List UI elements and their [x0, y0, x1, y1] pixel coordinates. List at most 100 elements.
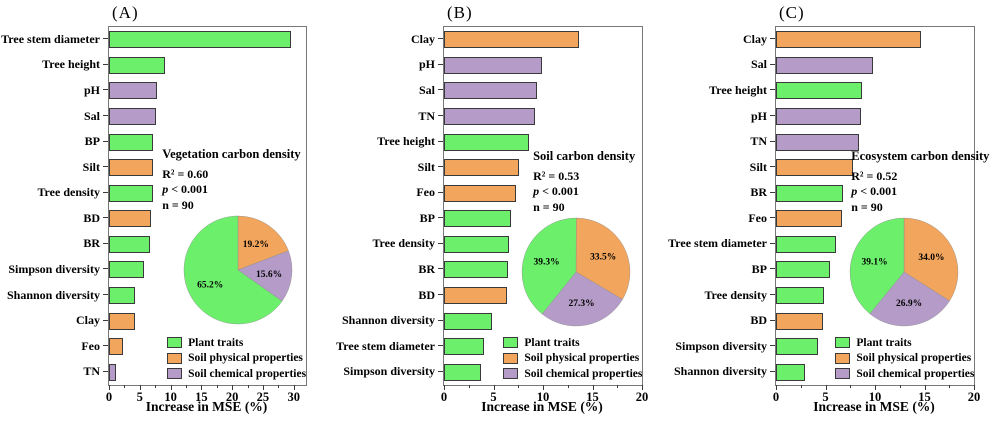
y-tick: [103, 89, 108, 91]
panel-b-p-value-text: p < 0.001: [533, 184, 579, 199]
panel-c: (C) Clay Sal Tree height pH TN Silt BR Feo Tree …: [667, 0, 1000, 421]
x-tick-major: [493, 385, 495, 390]
pie-svg: 19.2% 15.6% 65.2%: [183, 216, 293, 325]
bar: [109, 312, 135, 330]
x-tick-minor: [899, 385, 901, 388]
y-axis-label: Clay: [411, 31, 435, 46]
pie-slice: [849, 218, 904, 315]
x-tick-minor: [216, 385, 218, 388]
legend-label: Soil physical properties: [856, 352, 972, 365]
panel-b-x-axis-title: Increase in MSE (%): [481, 399, 603, 414]
bar: [444, 210, 511, 228]
bar: [776, 108, 861, 125]
bar: [444, 82, 537, 100]
y-axis-label: Feo: [81, 338, 100, 353]
panel-a-plot-area: Vegetation carbon density R² = 0.60 p < …: [106, 26, 307, 404]
bar: [109, 338, 123, 356]
y-axis-label: Clay: [743, 31, 767, 46]
x-tick-minor: [278, 385, 280, 388]
bar: [109, 235, 150, 253]
plant-swatch: [835, 337, 851, 349]
y-tick: [770, 166, 775, 168]
y-axis-label: BD: [418, 287, 435, 302]
y-axis-label: Tree height: [709, 82, 767, 97]
panel-b: (B) Clay pH Sal TN Tree height Silt Feo BP Tree …: [333, 0, 666, 421]
y-axis-label: Tree stem diameter: [336, 338, 435, 353]
bar: [109, 261, 144, 279]
y-tick: [438, 319, 443, 321]
bar: [776, 184, 843, 202]
pie-slice-label: 27.3%: [568, 299, 594, 309]
panel-a-sample-size-text: n = 90: [162, 197, 194, 212]
y-axis-label: Simpson diversity: [8, 261, 100, 276]
x-tick-label: 5: [822, 390, 829, 404]
y-axis-label: Clay: [76, 313, 100, 328]
x-tick-major: [232, 385, 234, 390]
x-tick-label: 20: [967, 390, 981, 404]
y-axis-label: pH: [750, 108, 767, 123]
bar: [776, 363, 805, 381]
bar: [776, 312, 823, 330]
legend-row: Plant traits: [167, 335, 306, 351]
y-tick: [770, 242, 775, 244]
y-axis-label: Sal: [83, 108, 100, 123]
panel-c-inset-title: Ecosystem carbon density: [851, 148, 990, 163]
pie-slice-label: 39.1%: [861, 258, 887, 268]
bar: [109, 108, 156, 125]
x-tick-label: 0: [440, 390, 448, 404]
pie-slice: [237, 216, 289, 271]
y-axis-label: BP: [419, 210, 435, 225]
y-axis-label: TN: [83, 364, 100, 379]
legend-row: Soil chemical properties: [503, 366, 642, 382]
y-axis-label: BR: [83, 236, 100, 251]
x-tick-minor: [468, 385, 470, 388]
pie-slice-label: 15.6%: [256, 270, 282, 280]
y-axis-label: Tree density: [704, 287, 767, 302]
legend-row: Soil physical properties: [835, 350, 974, 366]
x-tick-label: 5: [136, 390, 143, 404]
y-axis-label: Shannon diversity: [673, 364, 767, 379]
y-tick: [103, 370, 108, 372]
panel-a-pie-chart: 19.2% 15.6% 65.2%: [183, 215, 293, 325]
pie-slice-label: 34.0%: [918, 253, 944, 263]
y-tick: [438, 370, 443, 372]
y-tick: [438, 345, 443, 347]
panel-c-inset-stats: Ecosystem carbon density R² = 0.52 p < 0…: [851, 149, 989, 216]
pie-slice: [575, 218, 630, 300]
y-tick: [438, 217, 443, 219]
soil_chemical-swatch: [835, 368, 851, 380]
bar: [444, 31, 579, 49]
y-tick: [103, 140, 108, 142]
y-axis-label: BR: [750, 185, 767, 200]
bar: [109, 184, 153, 202]
x-tick-major: [293, 385, 295, 390]
y-axis-label: Feo: [748, 210, 767, 225]
y-tick: [103, 345, 108, 347]
y-tick: [438, 63, 443, 65]
bar: [109, 82, 157, 100]
legend-row: Soil chemical properties: [835, 366, 974, 382]
y-tick: [103, 166, 108, 168]
y-axis-label: pH: [418, 57, 435, 72]
soil_chemical-swatch: [503, 368, 519, 380]
y-axis-label: BR: [418, 261, 435, 276]
legend-row: Soil physical properties: [167, 350, 306, 366]
y-axis-label: Tree density: [37, 185, 100, 200]
legend-row: Soil chemical properties: [167, 366, 306, 382]
x-tick-major: [109, 385, 110, 390]
legend-label: Soil physical properties: [524, 352, 640, 365]
y-tick: [438, 268, 443, 270]
bar: [776, 287, 824, 304]
panel-b-inset-title: Soil carbon density: [533, 148, 636, 163]
bar: [776, 261, 830, 279]
y-tick: [103, 319, 108, 321]
plant-swatch: [167, 337, 183, 349]
bar: [444, 108, 535, 125]
x-tick-label: 30: [287, 390, 300, 404]
panel-c-label: (C): [779, 3, 805, 22]
y-tick: [770, 217, 775, 219]
y-axis-label: BD: [83, 210, 100, 225]
x-tick-label: 25: [256, 390, 270, 404]
y-tick: [103, 63, 108, 65]
x-tick-major: [139, 385, 141, 390]
